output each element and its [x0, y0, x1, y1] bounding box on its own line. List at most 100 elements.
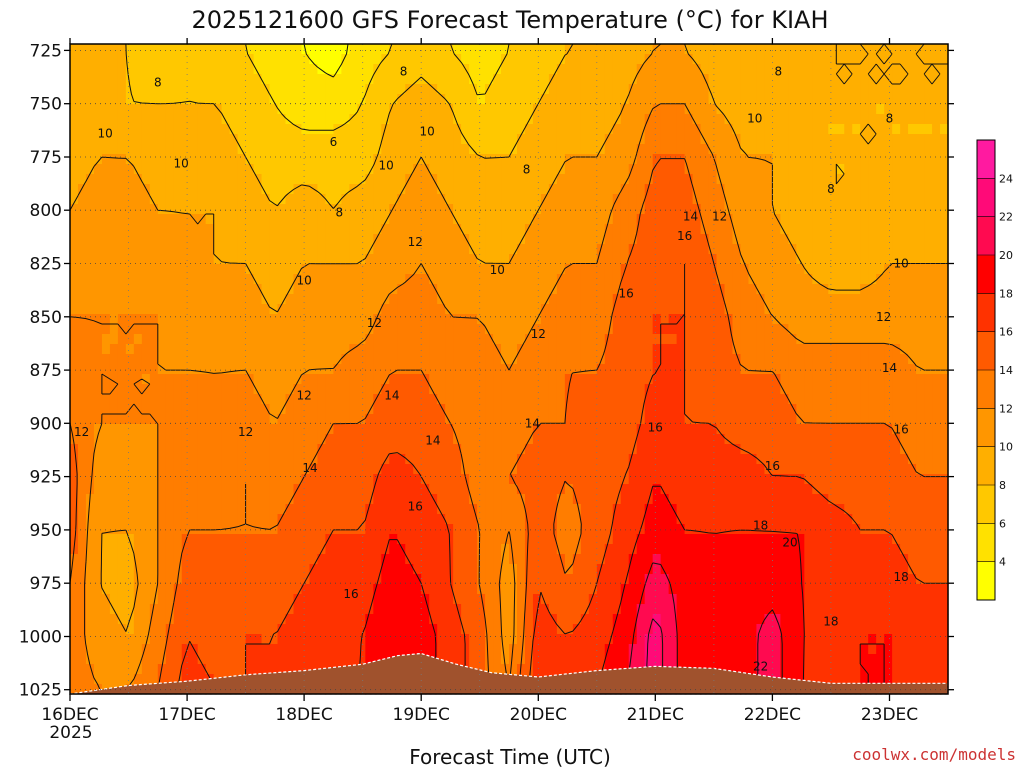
heat-cell: [333, 354, 342, 365]
heat-cell: [580, 454, 590, 465]
heat-cell: [556, 144, 566, 155]
heat-cell: [85, 324, 95, 335]
heat-cell: [636, 324, 646, 335]
heat-cell: [437, 364, 446, 375]
heat-cell: [197, 44, 207, 55]
heat-cell: [165, 264, 175, 275]
heat-cell: [429, 324, 438, 335]
heat-cell: [932, 354, 941, 365]
heat-cell: [205, 44, 215, 55]
heat-cell: [812, 394, 821, 405]
heat-cell: [421, 324, 430, 335]
heat-cell: [493, 164, 502, 175]
heat-cell: [469, 74, 478, 85]
heat-cell: [660, 314, 670, 325]
heat-cell: [580, 124, 590, 135]
heat-cell: [844, 134, 853, 145]
heat-cell: [868, 274, 877, 285]
heat-cell: [357, 114, 366, 125]
heat-cell: [868, 304, 877, 315]
heat-cell: [253, 264, 263, 275]
heat-cell: [884, 424, 893, 435]
heat-cell: [756, 214, 766, 225]
heat-cell: [285, 434, 295, 445]
heat-cell: [277, 94, 287, 105]
heat-cell: [133, 174, 143, 185]
heat-cell: [421, 204, 430, 215]
heat-cell: [708, 174, 718, 185]
heat-cell: [684, 324, 694, 335]
heat-cell: [85, 64, 95, 75]
heat-cell: [509, 344, 518, 355]
heat-cell: [900, 154, 909, 165]
heat-cell: [237, 394, 247, 405]
heat-cell: [157, 384, 167, 395]
heat-cell: [429, 94, 438, 105]
heat-cell: [349, 264, 358, 275]
heat-cell: [652, 254, 662, 265]
heat-cell: [684, 174, 694, 185]
heat-cell: [524, 124, 534, 135]
heat-cell: [101, 474, 111, 485]
heat-cell: [445, 244, 454, 255]
heat-cell: [564, 194, 574, 205]
heat-cell: [157, 444, 167, 455]
heat-cell: [333, 124, 342, 135]
heat-cell: [812, 44, 821, 55]
heat-cell: [532, 324, 542, 335]
heat-cell: [812, 424, 821, 435]
heat-cell: [580, 64, 590, 75]
heat-cell: [916, 224, 925, 235]
heat-cell: [732, 144, 742, 155]
heat-cell: [70, 254, 79, 265]
heat-cell: [70, 54, 79, 65]
heat-cell: [277, 284, 287, 295]
heat-cell: [485, 44, 494, 55]
heat-cell: [197, 284, 207, 295]
heat-cell: [620, 224, 630, 235]
heat-cell: [365, 324, 374, 335]
heat-cell: [437, 464, 446, 475]
heat-cell: [277, 434, 287, 445]
heat-cell: [125, 44, 135, 55]
heat-cell: [325, 174, 334, 185]
heat-cell: [349, 294, 358, 305]
heat-cell: [748, 414, 758, 425]
heat-cell: [764, 324, 773, 335]
heat-cell: [293, 134, 303, 145]
heat-cell: [157, 254, 167, 265]
heat-cell: [716, 354, 726, 365]
heat-cell: [804, 114, 813, 125]
heat-cell: [844, 204, 853, 215]
heat-cell: [684, 204, 694, 215]
heat-cell: [421, 54, 430, 65]
heat-cell: [253, 274, 263, 285]
heat-cell: [524, 364, 534, 375]
heat-cell: [485, 214, 494, 225]
heat-cell: [940, 64, 949, 75]
heat-cell: [516, 424, 526, 435]
heat-cell: [365, 194, 374, 205]
heat-cell: [812, 174, 821, 185]
heat-cell: [556, 434, 566, 445]
heat-cell: [421, 414, 430, 425]
heat-cell: [908, 234, 917, 245]
heat-cell: [852, 194, 861, 205]
heat-cell: [596, 104, 606, 115]
heat-cell: [141, 334, 151, 345]
heat-cell: [405, 204, 414, 215]
heat-cell: [477, 274, 486, 285]
heat-cell: [756, 74, 766, 85]
heat-cell: [780, 254, 789, 265]
heat-cell: [269, 394, 279, 405]
heat-cell: [684, 64, 694, 75]
heat-cell: [692, 304, 702, 315]
heat-cell: [764, 464, 773, 475]
heat-cell: [684, 424, 694, 435]
heat-cell: [644, 174, 654, 185]
heat-cell: [804, 54, 813, 65]
heat-cell: [836, 194, 845, 205]
heat-cell: [836, 464, 845, 475]
heat-cell: [469, 174, 478, 185]
heat-cell: [716, 124, 726, 135]
